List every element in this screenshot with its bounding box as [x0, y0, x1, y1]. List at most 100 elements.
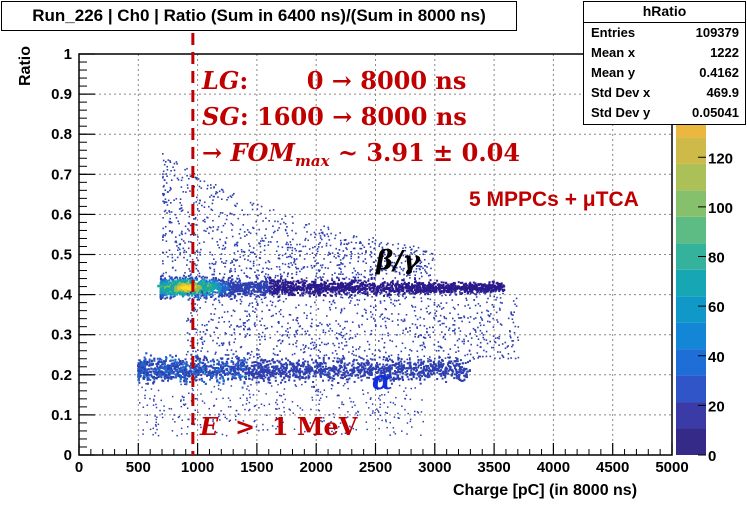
- scatter-point: [302, 283, 304, 286]
- scatter-point: [391, 287, 394, 289]
- scatter-point: [285, 283, 287, 286]
- scatter-point: [242, 282, 245, 285]
- scatter-point: [184, 291, 187, 294]
- scatter-point: [268, 282, 271, 285]
- scatter-point: [231, 372, 234, 375]
- scatter-point: [255, 369, 258, 372]
- scatter-point: [200, 374, 203, 377]
- scatter-point: [202, 289, 206, 292]
- scatter-point: [187, 277, 190, 281]
- scatter-point: [388, 283, 391, 286]
- scatter-point: [278, 295, 281, 298]
- scatter-point: [219, 366, 222, 368]
- scatter-point: [322, 294, 325, 296]
- scatter-point: [261, 291, 264, 294]
- scatter-point: [422, 288, 425, 291]
- scatter-point: [447, 362, 450, 365]
- scatter-point: [283, 291, 286, 294]
- scatter-point: [271, 293, 274, 296]
- scatter-point: [172, 278, 175, 281]
- scatter-point: [152, 370, 155, 373]
- scatter-point: [458, 287, 461, 290]
- scatter-point: [498, 283, 501, 285]
- scatter-point: [312, 280, 315, 283]
- scatter-point: [335, 288, 338, 291]
- scatter-point: [305, 371, 308, 374]
- scatter-point: [312, 283, 314, 286]
- scatter-point: [188, 287, 192, 291]
- scatter-point: [298, 368, 301, 371]
- scatter-point: [310, 292, 313, 295]
- scatter-point: [269, 375, 272, 378]
- scatter-point: [210, 289, 214, 292]
- scatter-point: [384, 359, 387, 362]
- scatter-point: [255, 287, 258, 289]
- scatter-point: [141, 366, 143, 369]
- scatter-point: [366, 284, 369, 287]
- scatter-point: [440, 287, 443, 289]
- scatter-point: [234, 288, 237, 290]
- scatter-point: [440, 281, 443, 284]
- scatter-point: [205, 276, 208, 279]
- scatter-point: [204, 283, 207, 286]
- scatter-point: [148, 358, 151, 361]
- scatter-point: [331, 287, 334, 290]
- scatter-point: [313, 285, 316, 288]
- scatter-point: [243, 381, 246, 383]
- scatter-point: [203, 296, 206, 299]
- scatter-point: [435, 289, 438, 292]
- scatter-point: [417, 284, 419, 287]
- scatter-point: [142, 371, 145, 374]
- scatter-point: [224, 291, 227, 294]
- scatter-point: [451, 362, 454, 365]
- scatter-point: [285, 374, 287, 377]
- scatter-point: [285, 367, 288, 370]
- scatter-point: [288, 379, 291, 382]
- scatter-point: [254, 284, 256, 287]
- scatter-point: [492, 290, 495, 293]
- scatter-point: [305, 369, 308, 372]
- scatter-point: [193, 365, 196, 368]
- scatter-point: [177, 358, 180, 361]
- scatter-point: [274, 365, 277, 368]
- scatter-point: [337, 283, 340, 286]
- scatter-point: [445, 366, 448, 369]
- scatter-point: [240, 286, 243, 289]
- scatter-point: [268, 292, 271, 295]
- scatter-point: [427, 293, 430, 296]
- scatter-point: [241, 288, 244, 290]
- scatter-point: [431, 365, 434, 368]
- scatter-point: [269, 382, 272, 385]
- scatter-point: [422, 291, 425, 293]
- scatter-point: [458, 368, 461, 371]
- scatter-point: [232, 283, 234, 286]
- scatter-point: [287, 286, 290, 288]
- scatter-point: [265, 280, 268, 283]
- scatter-point: [237, 358, 240, 361]
- scatter-point: [272, 371, 275, 374]
- scatter-point: [196, 278, 198, 280]
- scatter-point: [247, 289, 250, 292]
- scatter-point: [321, 286, 324, 289]
- scatter-point: [416, 288, 418, 291]
- scatter-point: [143, 360, 146, 363]
- scatter-point: [327, 373, 330, 376]
- scatter-point: [283, 285, 286, 288]
- scatter-point: [315, 371, 318, 374]
- scatter-point: [188, 365, 191, 368]
- scatter-point: [285, 290, 287, 293]
- scatter-point: [366, 370, 368, 373]
- scatter-point: [267, 381, 270, 384]
- scatter-point: [222, 286, 225, 289]
- scatter-point: [362, 358, 365, 361]
- scatter-point: [187, 294, 189, 296]
- scatter-point: [200, 368, 203, 371]
- scatter-point: [353, 366, 355, 369]
- scatter-point: [360, 379, 363, 382]
- scatter-point: [383, 288, 386, 291]
- scatter-point: [356, 369, 359, 372]
- scatter-point: [237, 357, 240, 360]
- scatter-point: [201, 284, 205, 288]
- scatter-point: [366, 368, 369, 371]
- scatter-point: [489, 286, 492, 289]
